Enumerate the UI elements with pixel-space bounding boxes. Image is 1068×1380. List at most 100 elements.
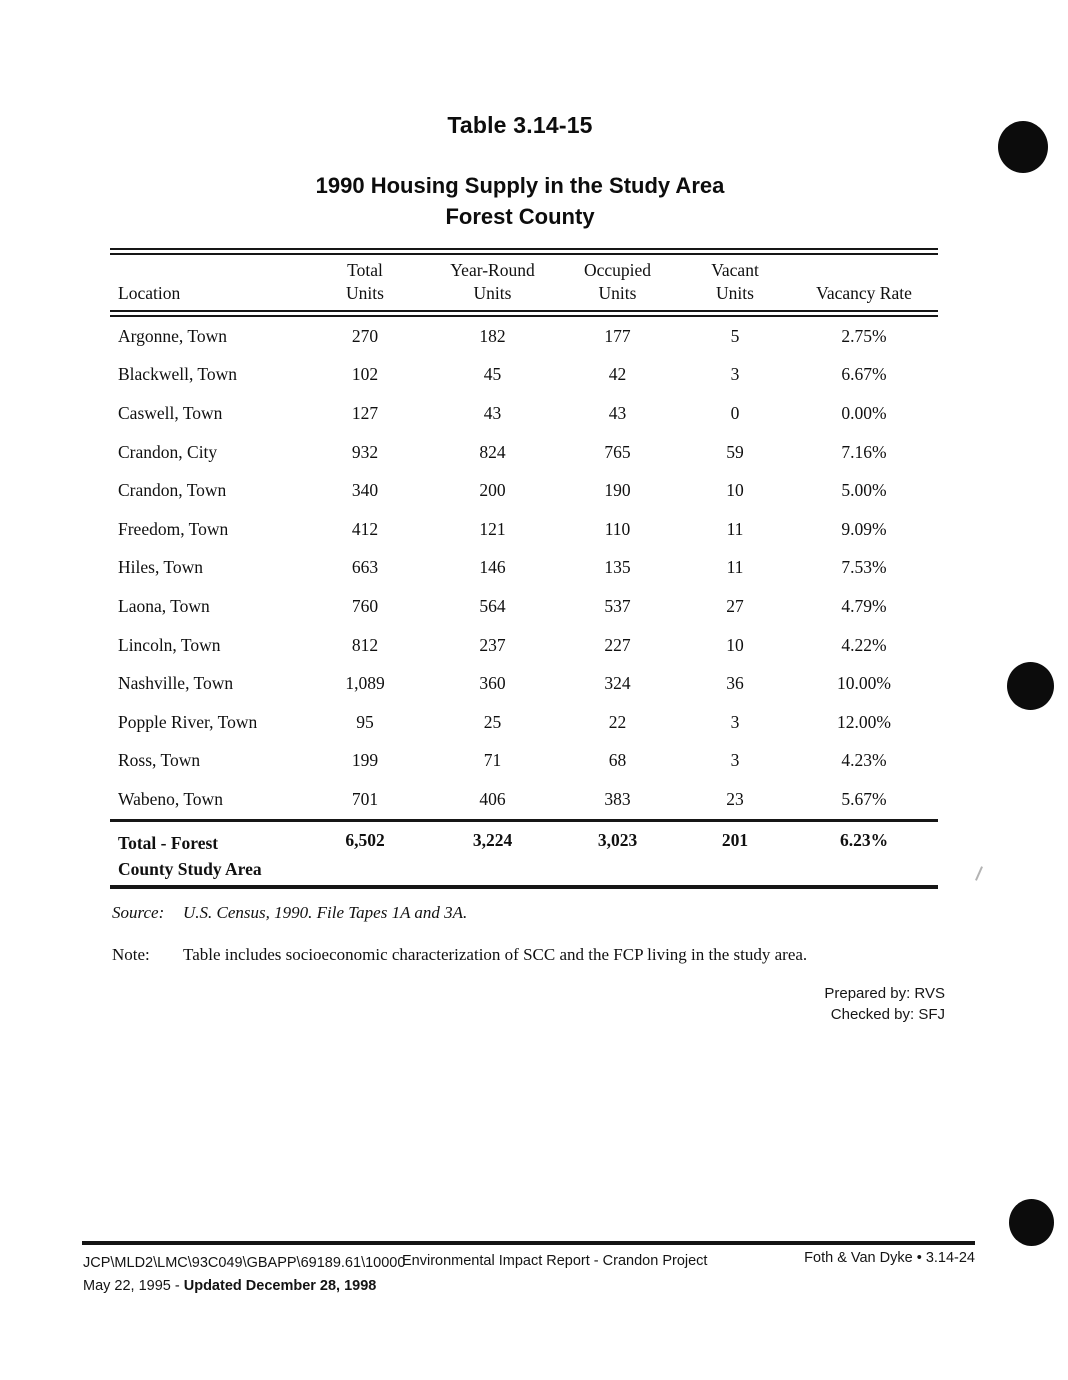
cell-total: 199 — [351, 750, 379, 771]
cell-occupied: 177 — [604, 325, 631, 346]
note-text: Table includes socioeconomic characteriz… — [183, 945, 808, 964]
footer-date-updated: Updated December 28, 1998 — [183, 1278, 377, 1294]
cell-year-round: 146 — [479, 557, 506, 578]
cell-location: Blackwell, Town — [118, 364, 237, 385]
cell-vacant: 11 — [726, 557, 744, 578]
cell-location: Wabeno, Town — [118, 788, 223, 809]
cell-year-round: 360 — [479, 673, 506, 694]
cell-total: 102 — [351, 364, 379, 385]
cell-year-round: 406 — [479, 788, 506, 809]
cell-occupied: 68 — [608, 750, 627, 771]
cell-vacancy-rate: 4.23% — [841, 750, 887, 771]
table-row: Crandon, City 932 824 765 59 7.16% — [110, 433, 938, 472]
cell-vacant: 23 — [726, 788, 744, 809]
subtitle-line-2: Forest County — [445, 204, 595, 229]
cell-vacancy-rate: 12.00% — [837, 711, 891, 732]
cell-vacancy-rate: 6.67% — [841, 364, 887, 385]
cell-occupied: 22 — [608, 711, 627, 732]
footer-page-ref: Foth & Van Dyke • 3.14-24 — [804, 1250, 975, 1266]
cell-total: 6,502 — [300, 818, 430, 889]
table-number-title: Table 3.14-15 — [447, 112, 593, 138]
cell-vacant: 3 — [730, 711, 740, 732]
cell-year-round: 824 — [479, 441, 506, 462]
cell-vacancy-rate: 9.09% — [841, 518, 887, 539]
cell-location: Hiles, Town — [118, 557, 203, 578]
cell-year-round: 43 — [483, 402, 502, 423]
cell-occupied: 43 — [608, 402, 627, 423]
table-total-row: Total - Forest County Study Area 6,502 3… — [110, 818, 938, 889]
cell-total: 812 — [351, 634, 379, 655]
cell-occupied: 110 — [604, 518, 631, 539]
cell-vacancy-rate: 4.22% — [841, 634, 887, 655]
col-header-occupied-units: Occupied Units — [555, 248, 680, 317]
cell-vacant: 59 — [726, 441, 744, 462]
source-text: U.S. Census, 1990. File Tapes 1A and 3A. — [183, 903, 468, 922]
hole-punch-dot — [998, 121, 1048, 173]
cell-vacant: 3 — [730, 364, 740, 385]
cell-occupied: 227 — [604, 634, 631, 655]
cell-vacant: 3 — [730, 750, 740, 771]
cell-location: Crandon, City — [118, 441, 218, 462]
cell-total: 701 — [351, 788, 379, 809]
cell-vacancy-rate: 10.00% — [837, 673, 891, 694]
checked-by: Checked by: SFJ — [830, 1006, 945, 1023]
cell-total: 270 — [351, 325, 379, 346]
footer-date-prefix: May 22, 1995 - — [83, 1278, 184, 1294]
cell-total: 412 — [351, 518, 379, 539]
table-row: Blackwell, Town 102 45 42 3 6.67% — [110, 356, 938, 395]
cell-year-round: 25 — [483, 711, 502, 732]
cell-year-round: 182 — [479, 325, 506, 346]
cell-occupied: 42 — [608, 364, 627, 385]
footer-rule — [82, 1241, 975, 1245]
cell-year-round: 564 — [479, 595, 506, 616]
col-header-vacancy-rate: Vacancy Rate — [790, 248, 938, 317]
cell-year-round: 237 — [479, 634, 506, 655]
cell-year-round: 121 — [479, 518, 506, 539]
cell-total: 340 — [351, 480, 379, 501]
cell-occupied: 324 — [604, 673, 631, 694]
cell-total: 1,089 — [345, 673, 385, 694]
source-label: Source: — [112, 903, 165, 922]
cell-total: 95 — [356, 711, 374, 732]
cell-location: Crandon, Town — [118, 480, 227, 501]
cell-vacant: 36 — [726, 673, 744, 694]
note-label: Note: — [112, 945, 150, 964]
table-row: Popple River, Town 95 25 22 3 12.00% — [110, 703, 938, 742]
cell-vacancy-rate: 7.53% — [841, 557, 887, 578]
cell-year-round: 71 — [483, 750, 502, 771]
table-row: Ross, Town 199 71 68 3 4.23% — [110, 742, 938, 781]
source-line: Source: U.S. Census, 1990. File Tapes 1A … — [112, 903, 467, 923]
total-label-line-2: County Study Area — [118, 858, 262, 879]
cell-year-round: 45 — [483, 364, 502, 385]
housing-supply-table: Location Total Units Year-Round Units Oc… — [110, 248, 938, 889]
cell-total: 127 — [351, 402, 379, 423]
cell-vacant: 10 — [726, 634, 744, 655]
cell-vacancy-rate: 7.16% — [841, 441, 887, 462]
footer-date-line: May 22, 1995 - Updated December 28, 1998 — [83, 1275, 405, 1298]
cell-total: 760 — [351, 595, 379, 616]
cell-total: 932 — [351, 441, 379, 462]
cell-vacant: 11 — [726, 518, 744, 539]
subtitle-line-1: 1990 Housing Supply in the Study Area — [315, 173, 725, 198]
col-header-line: Year-Round — [450, 260, 535, 280]
cell-vacant: 5 — [730, 325, 740, 346]
note-line: Note: Table includes socioeconomic charac… — [112, 945, 807, 965]
table-row: Laona, Town 760 564 537 27 4.79% — [110, 587, 938, 626]
cell-vacant: 201 — [680, 818, 790, 889]
table-header-row: Location Total Units Year-Round Units Oc… — [110, 248, 938, 317]
col-header-line: Units — [598, 283, 637, 303]
cell-location: Nashville, Town — [118, 673, 234, 694]
cell-occupied: 765 — [604, 441, 631, 462]
cell-location: Laona, Town — [118, 595, 210, 616]
col-header-line: Total — [347, 260, 383, 280]
cell-vacant: 10 — [726, 480, 744, 501]
title-block: Table 3.14-15 1990 Housing Supply in the… — [0, 112, 1040, 232]
table-row: Freedom, Town 412 121 110 11 9.09% — [110, 510, 938, 549]
footer-left: JCP\MLD2\LMC\93C049\GBAPP\69189.61\10000… — [83, 1252, 405, 1298]
col-header-line: Units — [716, 283, 754, 303]
col-header-line: Units — [346, 283, 384, 303]
table-subtitle: 1990 Housing Supply in the Study Area Fo… — [0, 170, 1040, 232]
cell-vacant: 0 — [730, 402, 740, 423]
hole-punch-dot — [1009, 1199, 1054, 1246]
